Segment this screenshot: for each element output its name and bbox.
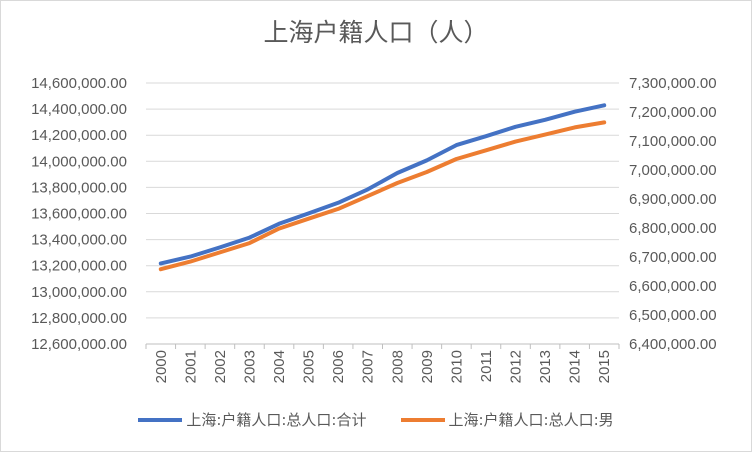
legend-swatch-total [138,417,183,422]
y-right-tick-label: 7,100,000.00 [629,133,717,150]
y-right-tick-label: 6,500,000.00 [629,307,717,324]
x-tick-label: 2006 [330,350,347,383]
x-tick-label: 2005 [301,350,318,383]
y-right-tick-label: 6,600,000.00 [629,278,717,295]
y-left-tick-label: 13,200,000.00 [31,258,127,275]
x-tick-label: 2001 [182,350,199,383]
y-right-tick-label: 7,200,000.00 [629,104,717,121]
x-tick-label: 2014 [567,350,584,383]
y-right-tick-label: 6,400,000.00 [629,336,717,353]
y-left-tick-label: 13,800,000.00 [31,179,127,196]
y-left-tick-label: 14,600,000.00 [31,75,127,92]
y-left-tick-label: 14,400,000.00 [31,101,127,118]
x-tick-label: 2008 [389,350,406,383]
x-tick-label: 2003 [241,350,258,383]
x-tick-label: 2009 [419,350,436,383]
x-tick-label: 2002 [212,350,229,383]
y-left-tick-label: 13,600,000.00 [31,206,127,223]
y-right-tick-label: 6,800,000.00 [629,220,717,237]
x-tick-label: 2011 [478,350,495,382]
series-line-total [158,103,607,266]
x-tick-label: 2010 [448,350,465,383]
y-right-tick-label: 7,000,000.00 [629,162,717,179]
legend-item-male: 上海:户籍人口:总人口:男 [400,409,614,430]
x-tick-label: 2013 [537,350,554,383]
legend-item-total: 上海:户籍人口:总人口:合计 [138,409,367,430]
x-tick-label: 2007 [360,350,377,383]
y-left-tick-label: 14,000,000.00 [31,153,127,170]
legend-label-total: 上海:户籍人口:总人口:合计 [186,411,367,429]
legend: 上海:户籍人口:总人口:合计 上海:户籍人口:总人口:男 [1,409,751,430]
x-tick-label: 2000 [153,350,170,383]
y-right-tick-label: 7,300,000.00 [629,75,717,92]
line-chart: 14,600,000.00 14,400,000.00 14,200,000.00 1… [31,75,717,383]
x-tick-label: 2015 [596,350,613,383]
legend-swatch-male [400,417,445,422]
x-tick-label: 2004 [271,350,288,383]
y-left-tick-label: 13,000,000.00 [31,284,127,301]
y-left-tick-label: 12,800,000.00 [31,310,127,327]
x-tick-label: 2012 [508,350,525,383]
y-left-tick-label: 14,200,000.00 [31,127,127,144]
y-right-tick-label: 6,700,000.00 [629,249,717,266]
y-left-tick-label: 12,600,000.00 [31,336,127,353]
legend-label-male: 上海:户籍人口:总人口:男 [448,411,614,429]
y-right-tick-label: 6,900,000.00 [629,191,717,208]
y-left-tick-label: 13,400,000.00 [31,232,127,249]
series-line-male [158,120,607,272]
chart-title: 上海户籍人口（人） [263,18,489,47]
